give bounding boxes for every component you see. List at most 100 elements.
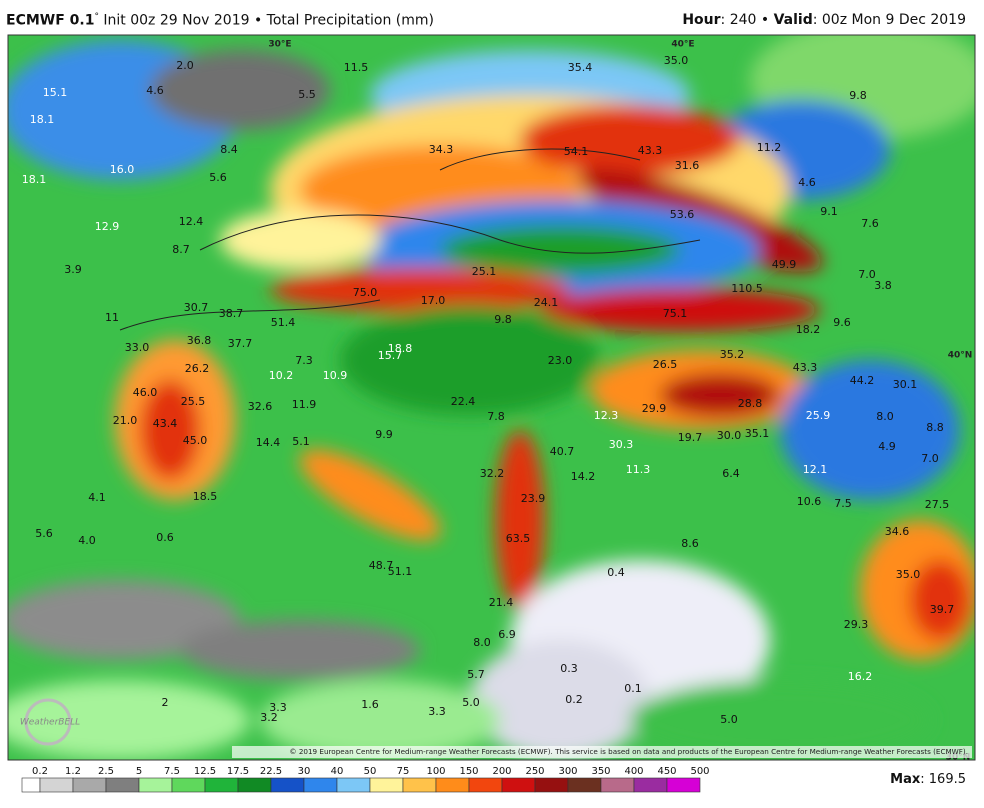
point-label: 2.0: [176, 59, 194, 72]
point-label: 8.0: [876, 410, 894, 423]
point-label: 24.1: [534, 296, 559, 309]
colorbar-swatch: [171, 777, 206, 793]
point-label: 22.4: [451, 395, 476, 408]
header-right: Hour: 240 • Valid: 00z Mon 9 Dec 2019: [682, 12, 966, 28]
point-label: 27.5: [925, 498, 950, 511]
point-label: 48.7: [369, 559, 394, 572]
colorbar-swatch: [534, 777, 569, 793]
point-label: 51.1: [388, 565, 413, 578]
colorbar-label: 22.5: [260, 766, 282, 777]
logo-mark: [24, 698, 72, 746]
point-label: 5.0: [462, 696, 480, 709]
colorbar-label: 100: [426, 766, 445, 777]
point-label: 35.0: [664, 54, 689, 67]
point-label: 8.8: [926, 421, 944, 434]
colorbar-swatch: [204, 777, 239, 793]
point-label: 3.3: [269, 701, 287, 714]
point-label: 11.2: [757, 141, 782, 154]
colorbar-label: 40: [331, 766, 344, 777]
colorbar-swatch: [633, 777, 668, 793]
point-label: 12.3: [594, 409, 619, 422]
point-label: 3.9: [64, 263, 82, 276]
point-label: 12.9: [95, 220, 120, 233]
colorbar-label: 250: [525, 766, 544, 777]
colorbar-label: 350: [591, 766, 610, 777]
point-label: 5.7: [467, 668, 485, 681]
point-label: 11.9: [292, 398, 317, 411]
point-label: 25.1: [472, 265, 497, 278]
point-label: 9.9: [375, 428, 393, 441]
point-label: 18.5: [193, 490, 218, 503]
point-label: 5.5: [298, 88, 316, 101]
point-label: 8.4: [220, 143, 238, 156]
point-label: 5.6: [209, 171, 227, 184]
colorbar-swatch: [39, 777, 74, 793]
colorbar-label: 7.5: [164, 766, 180, 777]
point-label: 35.2: [720, 348, 745, 361]
point-label: 51.4: [271, 316, 296, 329]
point-label: 5.6: [35, 527, 53, 540]
point-label: 38.7: [219, 307, 244, 320]
point-label: 9.8: [494, 313, 512, 326]
point-label: 9.6: [833, 316, 851, 329]
point-label: 7.8: [487, 410, 505, 423]
point-label: 15.7: [378, 349, 403, 362]
point-label: 46.0: [133, 386, 158, 399]
point-label: 30.1: [893, 378, 918, 391]
colorbar-label: 0.2: [32, 766, 48, 777]
point-label: 15.1: [43, 86, 68, 99]
point-label: 9.1: [820, 205, 838, 218]
point-label: 34.3: [429, 143, 454, 156]
max-label: Max: [890, 772, 921, 787]
point-label: 11.5: [344, 61, 369, 74]
point-label: 44.2: [850, 374, 875, 387]
colorbar-swatch: [303, 777, 338, 793]
colorbar-label: 2.5: [98, 766, 114, 777]
point-label: 53.6: [670, 208, 695, 221]
point-label: 54.1: [564, 145, 589, 158]
hour: : 240 •: [720, 12, 774, 28]
point-label: 110.5: [731, 282, 763, 295]
max-value: : 169.5: [920, 772, 966, 787]
point-label: 3.2: [260, 711, 278, 724]
point-label: 43.4: [153, 417, 178, 430]
point-label: 28.8: [738, 397, 763, 410]
point-label: 75.1: [663, 307, 688, 320]
point-label: 32.2: [480, 467, 505, 480]
point-label: 29.9: [642, 402, 667, 415]
colorbar-swatch: [237, 777, 272, 793]
point-label: 4.1: [88, 491, 106, 504]
colorbar-swatch: [567, 777, 602, 793]
point-label: 7.6: [861, 217, 879, 230]
point-label: 11: [105, 311, 119, 324]
point-label: 9.8: [849, 89, 867, 102]
point-label: 7.0: [858, 268, 876, 281]
point-label: 34.6: [885, 525, 910, 538]
colorbar-swatch: [72, 777, 107, 793]
header-text: Init 00z 29 Nov 2019 • Total Precipitati…: [98, 12, 434, 29]
precip-field: [8, 35, 975, 760]
colorbar-swatch: [402, 777, 437, 793]
colorbar-swatch: [468, 777, 503, 793]
colorbar-swatch: [435, 777, 470, 793]
colorbar-label: 50: [364, 766, 377, 777]
point-label: 4.0: [78, 534, 96, 547]
point-label: 29.3: [844, 618, 869, 631]
point-label: 5.1: [292, 435, 310, 448]
point-label: 10.2: [269, 369, 294, 382]
colorbar-swatch: [270, 777, 305, 793]
point-label: 3.8: [874, 279, 892, 292]
colorbar-label: 400: [624, 766, 643, 777]
point-label: 4.6: [146, 84, 164, 97]
colorbar-label: 5: [136, 766, 142, 777]
point-label: 3.3: [428, 705, 446, 718]
point-label: 21.0: [113, 414, 138, 427]
colorbar-label: 450: [657, 766, 676, 777]
point-label: 6.9: [498, 628, 516, 641]
point-label: 0.1: [624, 682, 642, 695]
point-label: 11.3: [626, 463, 651, 476]
point-label: 43.3: [638, 144, 663, 157]
degree: °: [94, 12, 99, 22]
point-label: 16.0: [110, 163, 135, 176]
